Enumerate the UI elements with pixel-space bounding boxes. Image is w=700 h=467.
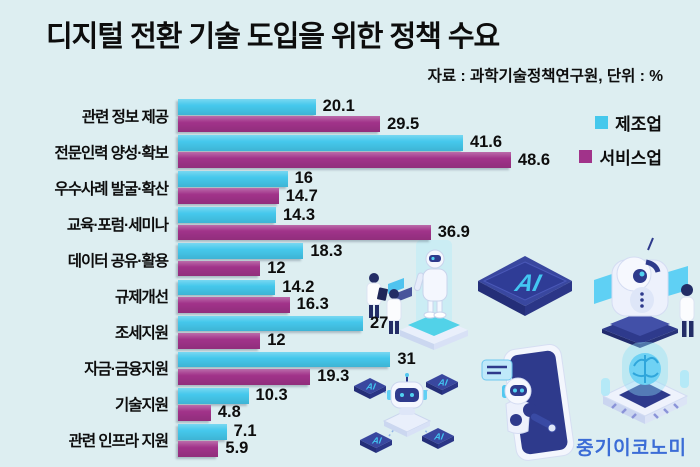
chart-row: 기술지원 10.3 4.8 [0,386,700,422]
category-label: 우수사례 발굴·확산 [54,180,169,198]
category-label: 기술지원 [114,397,169,415]
legend-item: 서비스업 [579,144,662,169]
category-label: 전문인력 양성·확보 [54,144,169,162]
bar-manufacturing [178,171,288,187]
category-label: 규제개선 [114,289,169,306]
category-label: 데이터 공유·활용 [67,252,169,270]
legend-swatch [595,116,609,129]
bar-services [178,296,290,313]
source-note: 자료 : 과학기술정책연구원, 단위 : % [427,68,663,85]
bar-services [178,260,261,277]
value-label: 12 [267,258,286,277]
bar-manufacturing [178,315,363,332]
value-label: 19.3 [317,367,350,386]
chart-row: 관련 정보 제공 20.1 29.5 [0,97,700,133]
value-label: 16 [294,169,313,188]
chart-row: 전문인력 양성·확보 41.6 48.6 [0,133,700,169]
bar-services [178,224,431,241]
value-label: 18.3 [310,241,343,260]
value-label: 16.3 [296,295,329,313]
chart-row: 교육·포럼·세미나 14.3 36.9 [0,205,700,241]
bar-manufacturing [178,387,249,404]
bar-manufacturing [178,279,276,296]
value-label: 12 [267,331,286,350]
value-label: 14.3 [282,205,316,224]
chart-row: 규제개선 14.2 16.3 [0,277,700,313]
bar-chart: 관련 정보 제공 20.1 29.5 전문인력 양성·확보 41.6 48.6 우수사례 발… [0,97,700,461]
legend-label: 서비스업 [599,149,662,168]
chart-row: 관련 인프라 지원 7.1 5.9 [0,422,700,458]
value-label: 48.6 [517,150,551,169]
bar-services [178,188,279,205]
category-label: 조세지원 [114,325,169,343]
robot-on-display-illustration [360,236,472,355]
value-label: 27 [369,313,389,332]
bar-services [178,368,311,385]
value-label: 31 [397,349,416,368]
chart-row: 자금·금융지원 31 19.3 [0,349,700,386]
value-label: 10.3 [255,386,288,404]
ai-chip-icon: AI [474,254,576,335]
value-label: 14.7 [285,186,318,205]
ai-brain-chip-illustration [596,332,694,443]
chart-row: 데이터 공유·활용 18.3 12 [0,241,700,277]
value-label: 14.2 [282,277,315,296]
robot-scanner-illustration [590,232,700,353]
value-label: 41.6 [469,133,503,152]
bar-services [178,441,219,457]
legend-label: 제조업 [615,115,662,134]
bar-services [178,332,261,349]
value-label: 7.1 [233,422,257,441]
category-label: 자금·금융지원 [84,361,169,379]
bar-manufacturing [178,99,316,115]
legend-swatch [579,150,593,163]
publisher-logo: 중기이코노미 [576,438,687,459]
chart-row: 우수사례 발굴·확산 16 14.7 [0,169,700,205]
bar-manufacturing [178,423,227,440]
bar-manufacturing [178,351,391,368]
value-label: 4.8 [217,403,241,422]
bar-manufacturing [178,243,304,260]
ai-chip-label: AI [433,432,446,442]
ai-chip-label: AI [365,382,378,392]
category-label: 관련 인프라 지원 [68,433,169,451]
bar-services [178,116,381,133]
ai-chip-label: AI [371,436,384,446]
bar-manufacturing [178,135,463,151]
value-label: 5.9 [225,439,249,458]
chart-row: 조세지원 27 12 [0,313,700,350]
value-label: 20.1 [322,97,355,116]
bar-services [178,405,211,421]
legend-item: 제조업 [595,110,662,135]
bar-manufacturing [178,207,276,224]
value-label: 29.5 [387,114,420,133]
value-label: 36.9 [437,222,470,241]
ai-chip-label: AI [437,378,450,388]
bar-services [178,152,511,169]
category-label: 관련 정보 제공 [81,108,169,126]
page-title: 디지털 전환 기술 도입을 위한 정책 수요 [46,21,500,53]
robot-in-smartphone-illustration [480,344,576,467]
robot-head-with-chips-illustration: AI AI AI AI [354,368,460,467]
category-label: 교육·포럼·세미나 [66,216,169,234]
